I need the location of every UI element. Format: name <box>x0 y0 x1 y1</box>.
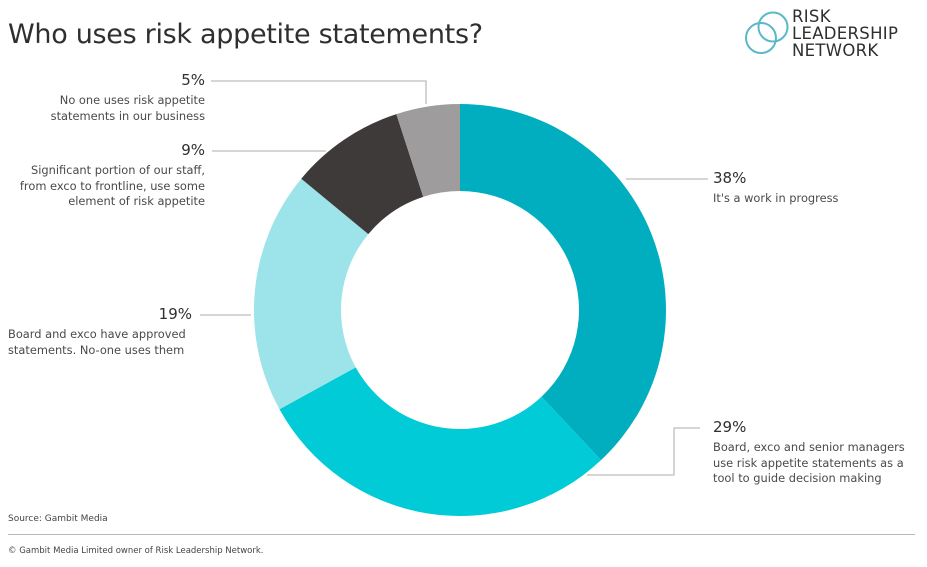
label-5-percent: 5% No one uses risk appetite statements … <box>0 71 205 124</box>
source-note: Source: Gambit Media <box>8 514 108 524</box>
logo-wordmark: RISK LEADERSHIP NETWORK <box>792 8 898 59</box>
label-5-value: 5% <box>181 71 205 89</box>
copyright-note: © Gambit Media Limited owner of Risk Lea… <box>8 546 264 556</box>
label-19-text-line2: statements. No-one uses them <box>8 342 185 357</box>
donut-slice-19-percent <box>254 178 369 410</box>
risk-leadership-network-logo: RISK LEADERSHIP NETWORK <box>738 6 923 66</box>
footer-divider <box>8 534 915 535</box>
donut-slice-29-percent <box>279 367 602 517</box>
donut-slice-9-percent <box>301 114 424 235</box>
label-19-percent: 19% Board and exco have approved stateme… <box>8 305 198 358</box>
chart-title: Who uses risk appetite statements? <box>8 19 483 50</box>
label-5-text-line1: No one uses risk appetite <box>59 93 205 107</box>
logo-rings-icon <box>745 11 789 54</box>
label-38-percent: 38% It's a work in progress <box>713 169 923 207</box>
label-38-value: 38% <box>713 169 747 187</box>
label-29-text-line2: use risk appetite statements as a <box>713 455 904 470</box>
label-29-value: 29% <box>713 418 747 436</box>
label-9-percent: 9% Significant portion of our staff, fro… <box>0 141 205 210</box>
label-9-text-line2: from exco to frontline, use some <box>19 178 205 193</box>
logo-line-3: NETWORK <box>792 41 879 60</box>
label-19-value: 19% <box>158 305 192 323</box>
label-29-text-line1: Board, exco and senior managers <box>713 440 905 454</box>
logo-line-1: RISK <box>792 7 831 26</box>
label-19-text-line1: Board and exco have approved <box>8 327 186 341</box>
label-9-text-line3: element of risk appetite <box>68 194 205 208</box>
label-38-text-line1: It's a work in progress <box>713 191 839 205</box>
donut-slices <box>254 104 667 517</box>
leader-line-5 <box>211 80 427 104</box>
leader-line-29 <box>587 427 700 476</box>
label-29-percent: 29% Board, exco and senior managers use … <box>713 418 925 487</box>
label-9-value: 9% <box>181 141 205 159</box>
donut-slice-5-percent <box>396 104 460 197</box>
label-9-text-line1: Significant portion of our staff, <box>31 163 205 177</box>
label-5-text-line2: statements in our business <box>50 108 205 123</box>
donut-slice-38-percent <box>460 104 667 461</box>
logo-line-2: LEADERSHIP <box>792 24 899 43</box>
label-29-text-line3: tool to guide decision making <box>713 471 882 485</box>
leader-lines <box>200 80 708 476</box>
